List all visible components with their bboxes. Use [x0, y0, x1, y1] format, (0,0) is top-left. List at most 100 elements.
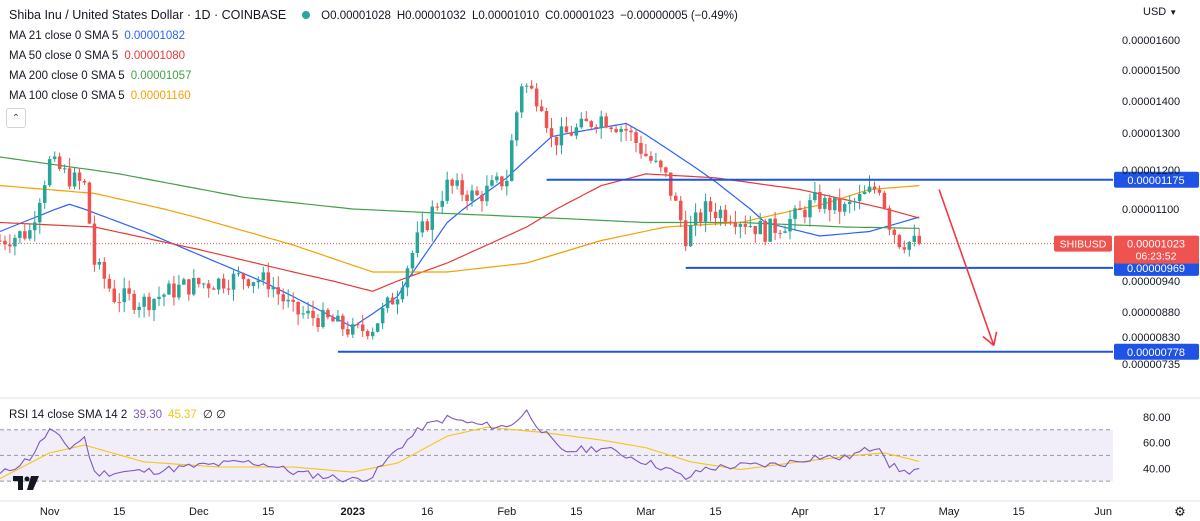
candle-body: [515, 112, 519, 141]
indicator-ma50[interactable]: MA 50 close 0 SMA 5 0.00001080: [9, 50, 185, 62]
indicator-value: 0.00001160: [130, 90, 191, 102]
candle-body: [390, 297, 395, 305]
candle-body: [281, 294, 285, 302]
candle-body: [405, 268, 410, 288]
candle-body: [798, 208, 802, 210]
candle-body: [172, 283, 176, 298]
price-tick-label: 0.00000830: [1122, 332, 1180, 344]
candle-body: [664, 167, 668, 173]
candle-body: [23, 231, 27, 239]
candle-body: [842, 204, 847, 212]
candle-body: [728, 221, 733, 223]
rsi-legend[interactable]: RSI 14 close SMA 14 2 39.30 45.37 ∅ ∅: [9, 407, 226, 421]
time-tick-label: May: [939, 506, 960, 518]
candle-body: [892, 229, 897, 235]
chevron-up-icon: ⌃: [11, 112, 21, 124]
candle-body: [167, 283, 171, 295]
candle-body: [500, 176, 504, 187]
candle-body: [202, 283, 206, 285]
candle-body: [688, 225, 693, 247]
candle-body: [3, 240, 7, 245]
candle-body: [266, 272, 271, 290]
symbol-title[interactable]: Shiba Inu / United States Dollar · 1D · …: [9, 8, 287, 22]
rsi-tick-label: 60.00: [1143, 438, 1171, 450]
candle-body: [520, 86, 524, 113]
price-tick-label: 0.00001400: [1122, 96, 1180, 108]
candle-body: [669, 172, 673, 196]
candle-body: [808, 200, 812, 218]
symbol-tag-bg: [1054, 235, 1112, 252]
candle-body: [211, 288, 216, 290]
time-tick-label: 15: [1012, 506, 1024, 518]
candle-body: [400, 287, 405, 300]
indicator-label: MA 50 close 0 SMA 5: [9, 50, 119, 62]
candle-body: [375, 323, 380, 332]
candle-body: [778, 232, 782, 234]
candle-body: [465, 194, 469, 201]
rsi-line: [0, 408, 920, 483]
candle-body: [38, 202, 42, 223]
candle-body: [380, 308, 385, 324]
ma-line-3: [0, 185, 920, 273]
candle-body: [251, 282, 256, 287]
candle-body: [857, 194, 862, 202]
candle-body: [599, 116, 603, 129]
ma-line-2: [0, 156, 920, 229]
candle-body: [847, 201, 852, 204]
candle-body: [435, 206, 439, 208]
candle-body: [912, 235, 916, 242]
time-tick-label: Feb: [497, 506, 516, 518]
candle-body: [887, 208, 892, 230]
candle-body: [594, 127, 598, 129]
candle-body: [8, 244, 12, 247]
candle-body: [291, 299, 295, 302]
price-tick-label: 0.00001600: [1122, 35, 1180, 47]
indicator-ma100[interactable]: MA 100 close 0 SMA 5 0.00001160: [9, 90, 191, 102]
ohlc-open: O0.00001028: [321, 10, 391, 22]
currency-button[interactable]: USD ▼: [1143, 6, 1177, 18]
candle-body: [713, 211, 718, 219]
candle-body: [430, 206, 434, 230]
indicator-value: 0.00001080: [124, 50, 186, 62]
collapse-indicators-button[interactable]: ⌃: [6, 108, 26, 128]
candle-body: [788, 218, 792, 232]
candle-body: [326, 309, 330, 318]
time-axis: Nov 15 Dec 15 2023 16 Feb 15 Mar 15 Apr 17 May 15 Jun ⚙: [0, 500, 1200, 520]
price-tick-label: 0.00001500: [1122, 65, 1180, 77]
candle-body: [718, 209, 723, 219]
candle-body: [410, 253, 415, 269]
candle-body: [122, 288, 126, 303]
candle-body: [783, 231, 787, 233]
candle-body: [57, 156, 62, 169]
candle-body: [629, 130, 633, 133]
candle-body: [579, 118, 584, 128]
candle-body: [733, 222, 738, 227]
indicator-ma200[interactable]: MA 200 close 0 SMA 5 0.00001057: [9, 70, 191, 82]
indicator-ma21[interactable]: MA 21 close 0 SMA 5 0.00001082: [9, 30, 185, 42]
candle-body: [187, 279, 191, 295]
candle-body: [301, 313, 305, 315]
candle-body: [882, 192, 887, 209]
rsi-extra: ∅ ∅: [202, 409, 227, 421]
candle-body: [554, 136, 559, 146]
time-tick-label: 15: [262, 506, 274, 518]
price-tick-label: 0.00000735: [1122, 359, 1180, 371]
rsi-tick-label: 80.00: [1143, 412, 1171, 424]
candle-body: [147, 296, 151, 311]
candle-body: [231, 273, 236, 290]
candle-body: [102, 262, 107, 279]
candle-body: [748, 226, 752, 227]
candle-body: [87, 182, 92, 224]
candle-body: [763, 221, 767, 242]
candle-body: [395, 299, 400, 305]
tradingview-logo[interactable]: [13, 476, 39, 494]
candle-body: [216, 278, 221, 290]
current-price-bg: [1114, 235, 1199, 264]
candle-body: [544, 111, 549, 129]
time-tick-label: 15: [709, 506, 721, 518]
candle-body: [877, 189, 882, 193]
level-label: 0.00000969: [1127, 263, 1185, 275]
candle-body: [415, 232, 420, 253]
